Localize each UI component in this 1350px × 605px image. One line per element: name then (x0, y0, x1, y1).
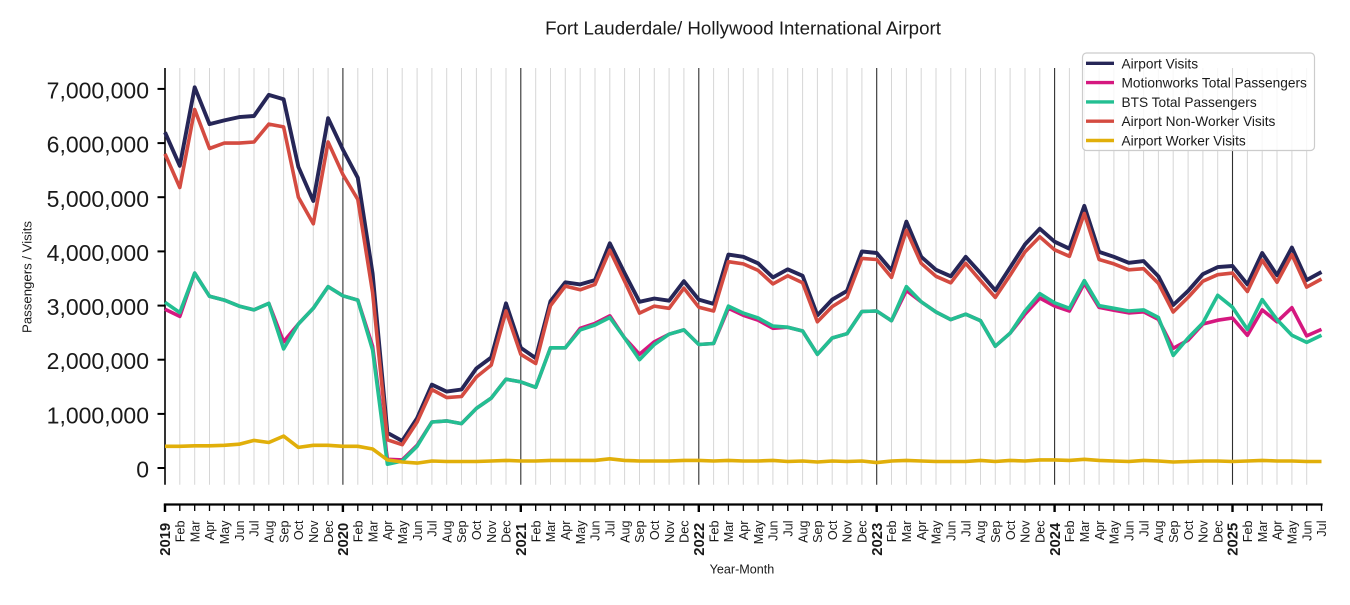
svg-text:Feb: Feb (529, 521, 543, 543)
svg-text:Aug: Aug (974, 521, 988, 543)
svg-text:Apr: Apr (1093, 521, 1107, 541)
svg-text:6,000,000: 6,000,000 (47, 132, 149, 158)
svg-text:Sep: Sep (811, 521, 825, 543)
svg-text:Dec: Dec (322, 521, 336, 543)
svg-text:Jul: Jul (781, 521, 795, 537)
svg-text:Apr: Apr (737, 521, 751, 541)
svg-text:Aug: Aug (796, 521, 810, 543)
svg-text:1,000,000: 1,000,000 (47, 402, 149, 428)
svg-text:Apr: Apr (381, 521, 395, 541)
svg-text:Oct: Oct (648, 520, 662, 540)
svg-text:Oct: Oct (1004, 520, 1018, 540)
svg-text:Jul: Jul (604, 521, 618, 537)
svg-text:Oct: Oct (292, 520, 306, 540)
svg-text:Airport Visits: Airport Visits (1122, 56, 1199, 71)
svg-text:May: May (218, 520, 232, 544)
svg-text:Jul: Jul (426, 521, 440, 537)
svg-text:Oct: Oct (826, 520, 840, 540)
svg-text:Aug: Aug (618, 521, 632, 543)
svg-text:Airport Non-Worker Visits: Airport Non-Worker Visits (1122, 114, 1276, 129)
svg-text:Apr: Apr (559, 521, 573, 541)
svg-text:Sep: Sep (455, 521, 469, 543)
svg-text:2023: 2023 (870, 523, 886, 556)
svg-text:Feb: Feb (707, 521, 721, 543)
svg-text:May: May (396, 520, 410, 544)
svg-text:Mar: Mar (1078, 521, 1092, 543)
svg-text:Apr: Apr (915, 521, 929, 541)
svg-text:Mar: Mar (188, 521, 202, 543)
svg-text:Apr: Apr (1271, 521, 1285, 541)
svg-text:Feb: Feb (1063, 521, 1077, 543)
svg-text:Feb: Feb (1241, 521, 1255, 543)
svg-text:Sep: Sep (1167, 521, 1181, 543)
svg-text:BTS Total Passengers: BTS Total Passengers (1122, 95, 1257, 110)
svg-text:Jul: Jul (959, 521, 973, 537)
svg-text:May: May (1286, 520, 1300, 544)
svg-text:Apr: Apr (203, 521, 217, 541)
svg-text:Jun: Jun (767, 521, 781, 541)
svg-text:Dec: Dec (1211, 521, 1225, 543)
svg-text:Aug: Aug (440, 521, 454, 543)
svg-text:2021: 2021 (514, 523, 530, 556)
svg-text:Fort Lauderdale/ Hollywood Int: Fort Lauderdale/ Hollywood International… (545, 18, 942, 39)
svg-text:Sep: Sep (989, 521, 1003, 543)
svg-text:May: May (752, 520, 766, 544)
svg-text:Jun: Jun (589, 521, 603, 541)
svg-text:Feb: Feb (352, 521, 366, 543)
svg-text:Jul: Jul (1315, 521, 1329, 537)
svg-text:Dec: Dec (1034, 521, 1048, 543)
svg-text:Mar: Mar (722, 521, 736, 543)
svg-text:Mar: Mar (900, 521, 914, 543)
svg-text:Jul: Jul (248, 521, 262, 537)
svg-text:3,000,000: 3,000,000 (47, 294, 149, 320)
svg-text:Nov: Nov (307, 520, 321, 543)
svg-text:2020: 2020 (336, 523, 352, 556)
svg-text:Feb: Feb (174, 521, 188, 543)
svg-text:Jul: Jul (1137, 521, 1151, 537)
svg-text:Jun: Jun (1300, 521, 1314, 541)
svg-text:Oct: Oct (470, 520, 484, 540)
svg-text:5,000,000: 5,000,000 (47, 186, 149, 212)
svg-text:Nov: Nov (841, 520, 855, 543)
svg-text:Mar: Mar (366, 521, 380, 543)
svg-text:2024: 2024 (1048, 522, 1064, 556)
svg-text:Motionworks Total Passengers: Motionworks Total Passengers (1122, 76, 1308, 91)
svg-text:Nov: Nov (485, 520, 499, 543)
svg-text:2,000,000: 2,000,000 (47, 348, 149, 374)
svg-text:May: May (930, 520, 944, 544)
svg-text:Jun: Jun (411, 521, 425, 541)
svg-text:Jun: Jun (1123, 521, 1137, 541)
svg-text:Sep: Sep (633, 521, 647, 543)
svg-text:Dec: Dec (500, 521, 514, 543)
svg-text:2025: 2025 (1226, 523, 1242, 556)
svg-text:Passengers / Visits: Passengers / Visits (20, 221, 35, 333)
svg-text:Aug: Aug (1152, 521, 1166, 543)
svg-text:Jun: Jun (233, 521, 247, 541)
svg-text:4,000,000: 4,000,000 (47, 240, 149, 266)
svg-text:Oct: Oct (1182, 520, 1196, 540)
svg-text:Nov: Nov (663, 520, 677, 543)
svg-text:Airport Worker Visits: Airport Worker Visits (1122, 134, 1246, 149)
svg-text:Dec: Dec (856, 521, 870, 543)
svg-text:Aug: Aug (263, 521, 277, 543)
svg-text:Dec: Dec (678, 521, 692, 543)
svg-text:Mar: Mar (1256, 521, 1270, 543)
svg-text:Sep: Sep (277, 521, 291, 543)
svg-text:Nov: Nov (1019, 520, 1033, 543)
svg-text:May: May (574, 520, 588, 544)
svg-text:7,000,000: 7,000,000 (47, 77, 149, 103)
svg-text:May: May (1108, 520, 1122, 544)
svg-text:Nov: Nov (1197, 520, 1211, 543)
svg-text:Mar: Mar (544, 521, 558, 543)
svg-text:0: 0 (136, 457, 149, 483)
svg-text:2019: 2019 (158, 523, 174, 556)
svg-text:2022: 2022 (692, 523, 708, 556)
svg-text:Jun: Jun (945, 521, 959, 541)
svg-text:Feb: Feb (885, 521, 899, 543)
svg-text:Year-Month: Year-Month (710, 562, 775, 576)
